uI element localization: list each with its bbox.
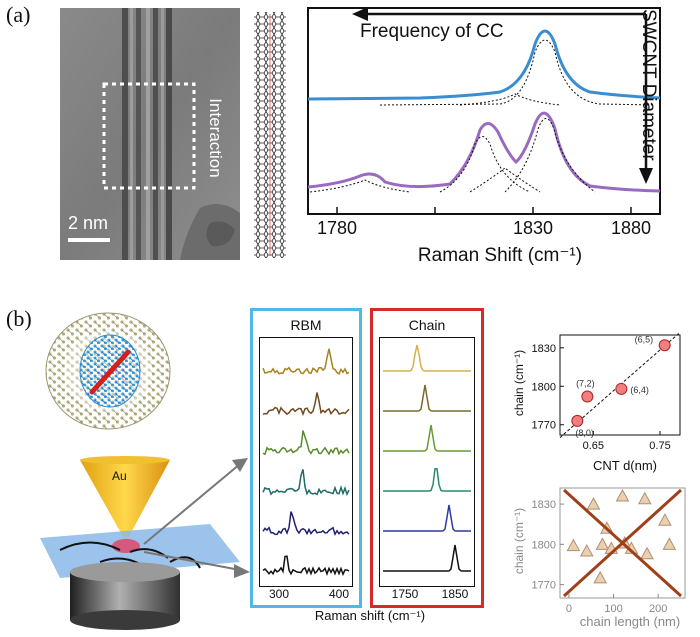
point-label: (8,0) — [575, 428, 594, 438]
rbm-spectra — [259, 337, 353, 587]
interaction-label-wrap: Interaction — [203, 80, 227, 200]
data-point — [581, 390, 594, 403]
chain-spectrum-3 — [383, 424, 471, 452]
nanotube-model — [250, 10, 290, 260]
xtick-label: 0.65 — [583, 440, 604, 452]
chain-spectrum-6 — [383, 544, 471, 572]
cross-out-line — [562, 488, 683, 598]
data-point — [637, 491, 652, 505]
rbm-spectrum-6 — [262, 555, 350, 577]
sc1-xlabel: CNT d(nm) — [592, 458, 658, 473]
data-point — [662, 537, 677, 550]
sc2-xlabel: chain length (nm) — [579, 614, 681, 629]
ytick-label: 1770 — [532, 580, 556, 592]
ytick-label: 1830 — [532, 343, 556, 355]
data-point — [566, 538, 581, 552]
data-point — [615, 382, 628, 395]
chain-frame: Chain 1750 1850 — [370, 308, 484, 608]
chain-spectrum-2 — [383, 384, 471, 412]
ytick-label: 1770 — [532, 420, 556, 432]
rbm-spectrum-2 — [262, 392, 350, 417]
rbm-spectrum-5 — [262, 511, 350, 537]
chain-spectra — [379, 337, 475, 587]
frequency-arrow-label: Frequency of CC — [360, 21, 504, 42]
connector-arrows — [143, 458, 250, 578]
panel-a-label: (a) — [6, 2, 31, 27]
panel-b-label: (b) — [6, 306, 32, 331]
spectrum-xlabel: Raman Shift (cm⁻¹) — [417, 245, 583, 266]
double-walled-nanotube-illustration — [30, 296, 190, 446]
blue-spectrum-line — [307, 29, 661, 101]
chain-spectrum-1 — [383, 344, 471, 372]
chain-spectrum-5 — [383, 504, 471, 532]
sc1-ylabel: chain (cm⁻¹) — [512, 349, 526, 417]
diameter-arrow-label: SWCNT Diameter — [638, 9, 659, 161]
au-tip-cone — [80, 460, 170, 542]
tick-1780: 1780 — [316, 218, 358, 238]
rbm-spectrum-1 — [262, 348, 350, 376]
raman-shift-xlabel: Raman shift (cm⁻¹) — [314, 608, 426, 623]
rbm-spectrum-3 — [262, 430, 350, 456]
sc2-ylabel: chain (cm⁻¹) — [512, 507, 526, 575]
ytick-label: 1800 — [532, 539, 556, 551]
rbm-spectrum-4 — [262, 469, 350, 497]
au-label: Au — [112, 469, 127, 483]
data-point — [615, 489, 630, 502]
tick-1830: 1830 — [512, 218, 554, 238]
xtick-label: 0.75 — [649, 440, 670, 452]
chain-tick-1750: 1750 — [391, 587, 419, 601]
xtick-label: 0 — [566, 603, 572, 615]
chain-vs-length-chart: 1770 1800 1830 0 100 200 chain (cm⁻¹) chain l… — [510, 482, 695, 632]
chain-vs-diameter-chart: 1770 1800 1830 0.65 0.75 (6,5) (7,2) (6,4) (8,0)… — [510, 330, 695, 480]
tip-enhanced-setup-illustration: Au — [40, 450, 240, 630]
data-point — [595, 537, 610, 550]
raman-spectrum-plot: Frequency of CC SWCNT Diameter 1780 1830… — [300, 4, 670, 274]
xtick-label: 200 — [649, 603, 667, 615]
data-point — [658, 513, 672, 526]
rbm-frame: RBM 300 400 — [250, 308, 362, 608]
purple-spectrum-line — [307, 111, 661, 193]
data-point — [586, 497, 601, 510]
chain-spectrum-4 — [383, 468, 471, 492]
rbm-tick-300: 300 — [268, 587, 290, 601]
ytick-label: 1800 — [532, 381, 556, 393]
chain-tick-1850: 1850 — [441, 587, 469, 601]
point-label: (7,2) — [576, 379, 595, 389]
tick-1880: 1880 — [610, 218, 652, 238]
tem-image: Interaction 2 nm — [60, 8, 240, 260]
data-point — [579, 544, 594, 557]
interaction-label: Interaction — [206, 98, 225, 178]
rbm-tick-400: 400 — [328, 587, 350, 601]
chain-title: Chain — [408, 317, 446, 333]
point-label: (6,5) — [635, 334, 654, 344]
point-label: (6,4) — [630, 385, 649, 395]
scale-bar-label: 2 nm — [68, 213, 109, 233]
data-point — [640, 546, 654, 560]
ytick-label: 1830 — [532, 499, 556, 511]
data-point — [571, 414, 584, 427]
data-point — [593, 570, 608, 584]
data-point — [658, 339, 671, 352]
rbm-title: RBM — [290, 317, 322, 333]
xtick-label: 100 — [604, 603, 622, 615]
